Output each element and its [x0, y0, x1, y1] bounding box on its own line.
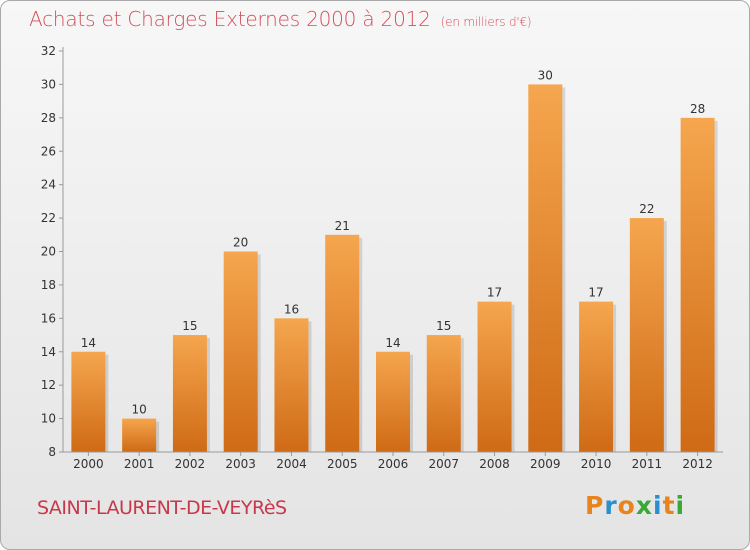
y-tick-label: 8 [48, 445, 56, 459]
bar-2004 [274, 318, 309, 452]
y-tick-label: 22 [41, 211, 56, 225]
x-tick-label: 2002 [175, 457, 206, 471]
y-tick-label: 14 [41, 345, 56, 359]
chart-title: Achats et Charges Externes 2000 à 2012 (e… [29, 7, 532, 31]
data-label: 14 [81, 336, 96, 350]
bar-2001 [122, 418, 157, 452]
x-tick-label: 2006 [378, 457, 409, 471]
x-tick-label: 2000 [73, 457, 104, 471]
logo-letter: P [585, 491, 605, 520]
x-tick-label: 2001 [124, 457, 155, 471]
data-label: 22 [639, 202, 654, 216]
x-tick-label: 2005 [327, 457, 358, 471]
logo-letter: i [653, 491, 663, 520]
bar-2000 [71, 351, 106, 452]
y-tick-label: 18 [41, 278, 56, 292]
bar-2007 [426, 335, 461, 452]
bar-2010 [579, 301, 614, 452]
logo-letter: x [635, 491, 653, 520]
data-label: 15 [436, 319, 451, 333]
data-label: 16 [284, 302, 299, 316]
bar-2005 [325, 234, 360, 452]
y-tick-label: 32 [41, 44, 56, 58]
x-tick-label: 2007 [428, 457, 459, 471]
data-label: 30 [538, 68, 553, 82]
axes-layer: 8 10 12 14 16 18 20 22 24 26 28 30 32 [41, 44, 723, 459]
commune-name: SAINT-LAURENT-DE-VEYRèS [37, 497, 287, 519]
bar-2002 [172, 335, 207, 452]
logo-letter: r [604, 491, 618, 520]
x-tick-label: 2011 [632, 457, 663, 471]
data-label: 15 [182, 319, 197, 333]
bar-2008 [477, 301, 512, 452]
y-tick-label: 28 [41, 111, 56, 125]
data-label: 17 [487, 286, 502, 300]
bar-2011 [629, 218, 664, 452]
x-tick-label: 2009 [530, 457, 561, 471]
chart-title-text: Achats et Charges Externes 2000 à 2012 [29, 7, 431, 31]
data-label: 17 [588, 286, 603, 300]
data-label: 20 [233, 236, 248, 250]
x-tick-label: 2008 [479, 457, 510, 471]
data-label: 28 [690, 102, 705, 116]
x-tick-label: 2004 [276, 457, 307, 471]
y-tick-label: 24 [41, 178, 56, 192]
data-label: 21 [335, 219, 350, 233]
y-tick-label: 20 [41, 245, 56, 259]
y-tick-label: 12 [41, 378, 56, 392]
logo-letter: i [675, 491, 686, 520]
logo-letter: o [617, 491, 636, 520]
bars-layer [71, 84, 718, 453]
bar-2003 [223, 251, 258, 452]
data-label: 14 [385, 336, 400, 350]
logo-letter: t [662, 491, 676, 520]
x-tick-label: 2003 [225, 457, 256, 471]
y-tick-label: 16 [41, 311, 56, 325]
y-tick-label: 10 [41, 412, 56, 426]
chart-subtitle: (en milliers d'€) [440, 15, 532, 29]
bar-2006 [376, 351, 410, 452]
bar-2009 [528, 84, 563, 453]
x-tick-label: 2010 [581, 457, 612, 471]
x-tick-label: 2012 [682, 457, 713, 471]
labels-layer: 2000 14 2001 10 2002 15 2003 20 2004 16 2005 21 2006… [73, 68, 713, 471]
y-tick-label: 30 [41, 77, 56, 91]
bar-2012 [680, 117, 715, 452]
y-tick-label: 26 [41, 144, 56, 158]
data-label: 10 [132, 403, 147, 417]
proxiti-logo[interactable]: Proxiti [585, 491, 685, 520]
